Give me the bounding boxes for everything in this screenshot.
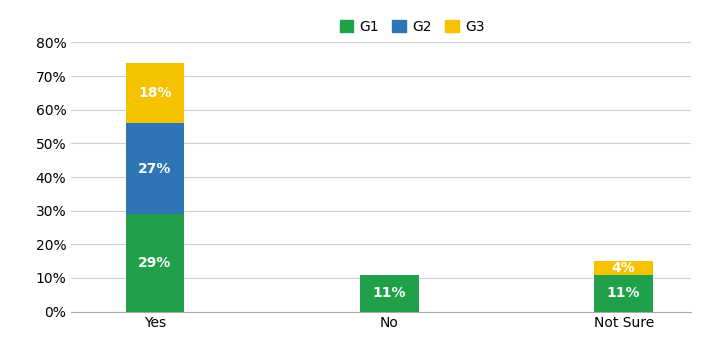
Bar [360,275,419,312]
Bar [595,261,653,275]
Text: 11%: 11% [372,286,406,300]
Legend: G1, G2, G3: G1, G2, G3 [334,15,490,40]
Text: 11%: 11% [607,286,640,300]
Bar [595,275,653,312]
Text: 29%: 29% [138,256,172,270]
Text: 4%: 4% [612,261,636,275]
Bar [125,63,184,123]
Text: 27%: 27% [138,161,172,176]
Bar [125,123,184,214]
Bar [125,214,184,312]
Text: 18%: 18% [138,86,172,100]
